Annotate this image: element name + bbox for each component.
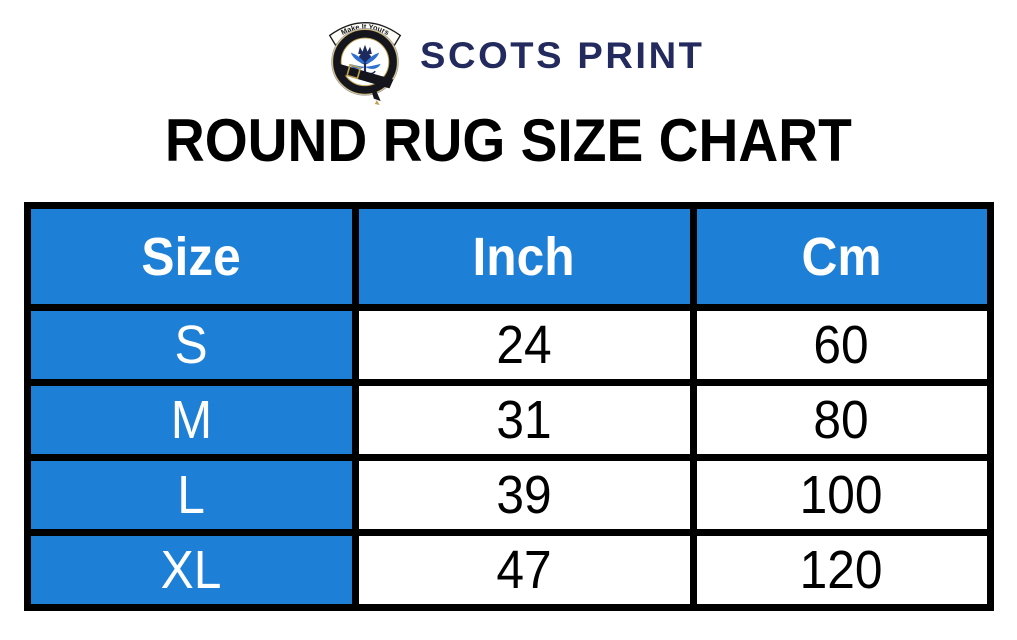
brand-header: Make It Yours [0, 0, 1017, 105]
size-cell: S [30, 311, 352, 379]
page-title: ROUND RUG SIZE CHART [165, 107, 852, 174]
header-cell-inch: Inch [358, 209, 690, 304]
inch-cell: 31 [358, 386, 690, 454]
brand-name: SCOTS PRINT [420, 35, 705, 76]
inch-cell: 24 [358, 311, 690, 379]
size-cell: L [30, 461, 352, 529]
size-cell: XL [30, 536, 352, 604]
cm-cell: 60 [696, 311, 987, 379]
inch-cell: 39 [358, 461, 690, 529]
header-cell-cm: Cm [696, 209, 987, 304]
header-cell-size: Size [30, 209, 352, 304]
cm-cell: 120 [696, 536, 987, 604]
size-cell: M [30, 386, 352, 454]
cm-cell: 80 [696, 386, 987, 454]
size-chart-table: Size Inch Cm S 24 60 M 31 80 L 39 100 XL… [23, 202, 994, 611]
cm-cell: 100 [696, 461, 987, 529]
belt-buckle [335, 63, 394, 105]
clan-crest-thistle-icon: Make It Yours [329, 21, 402, 105]
inch-cell: 47 [358, 536, 690, 604]
